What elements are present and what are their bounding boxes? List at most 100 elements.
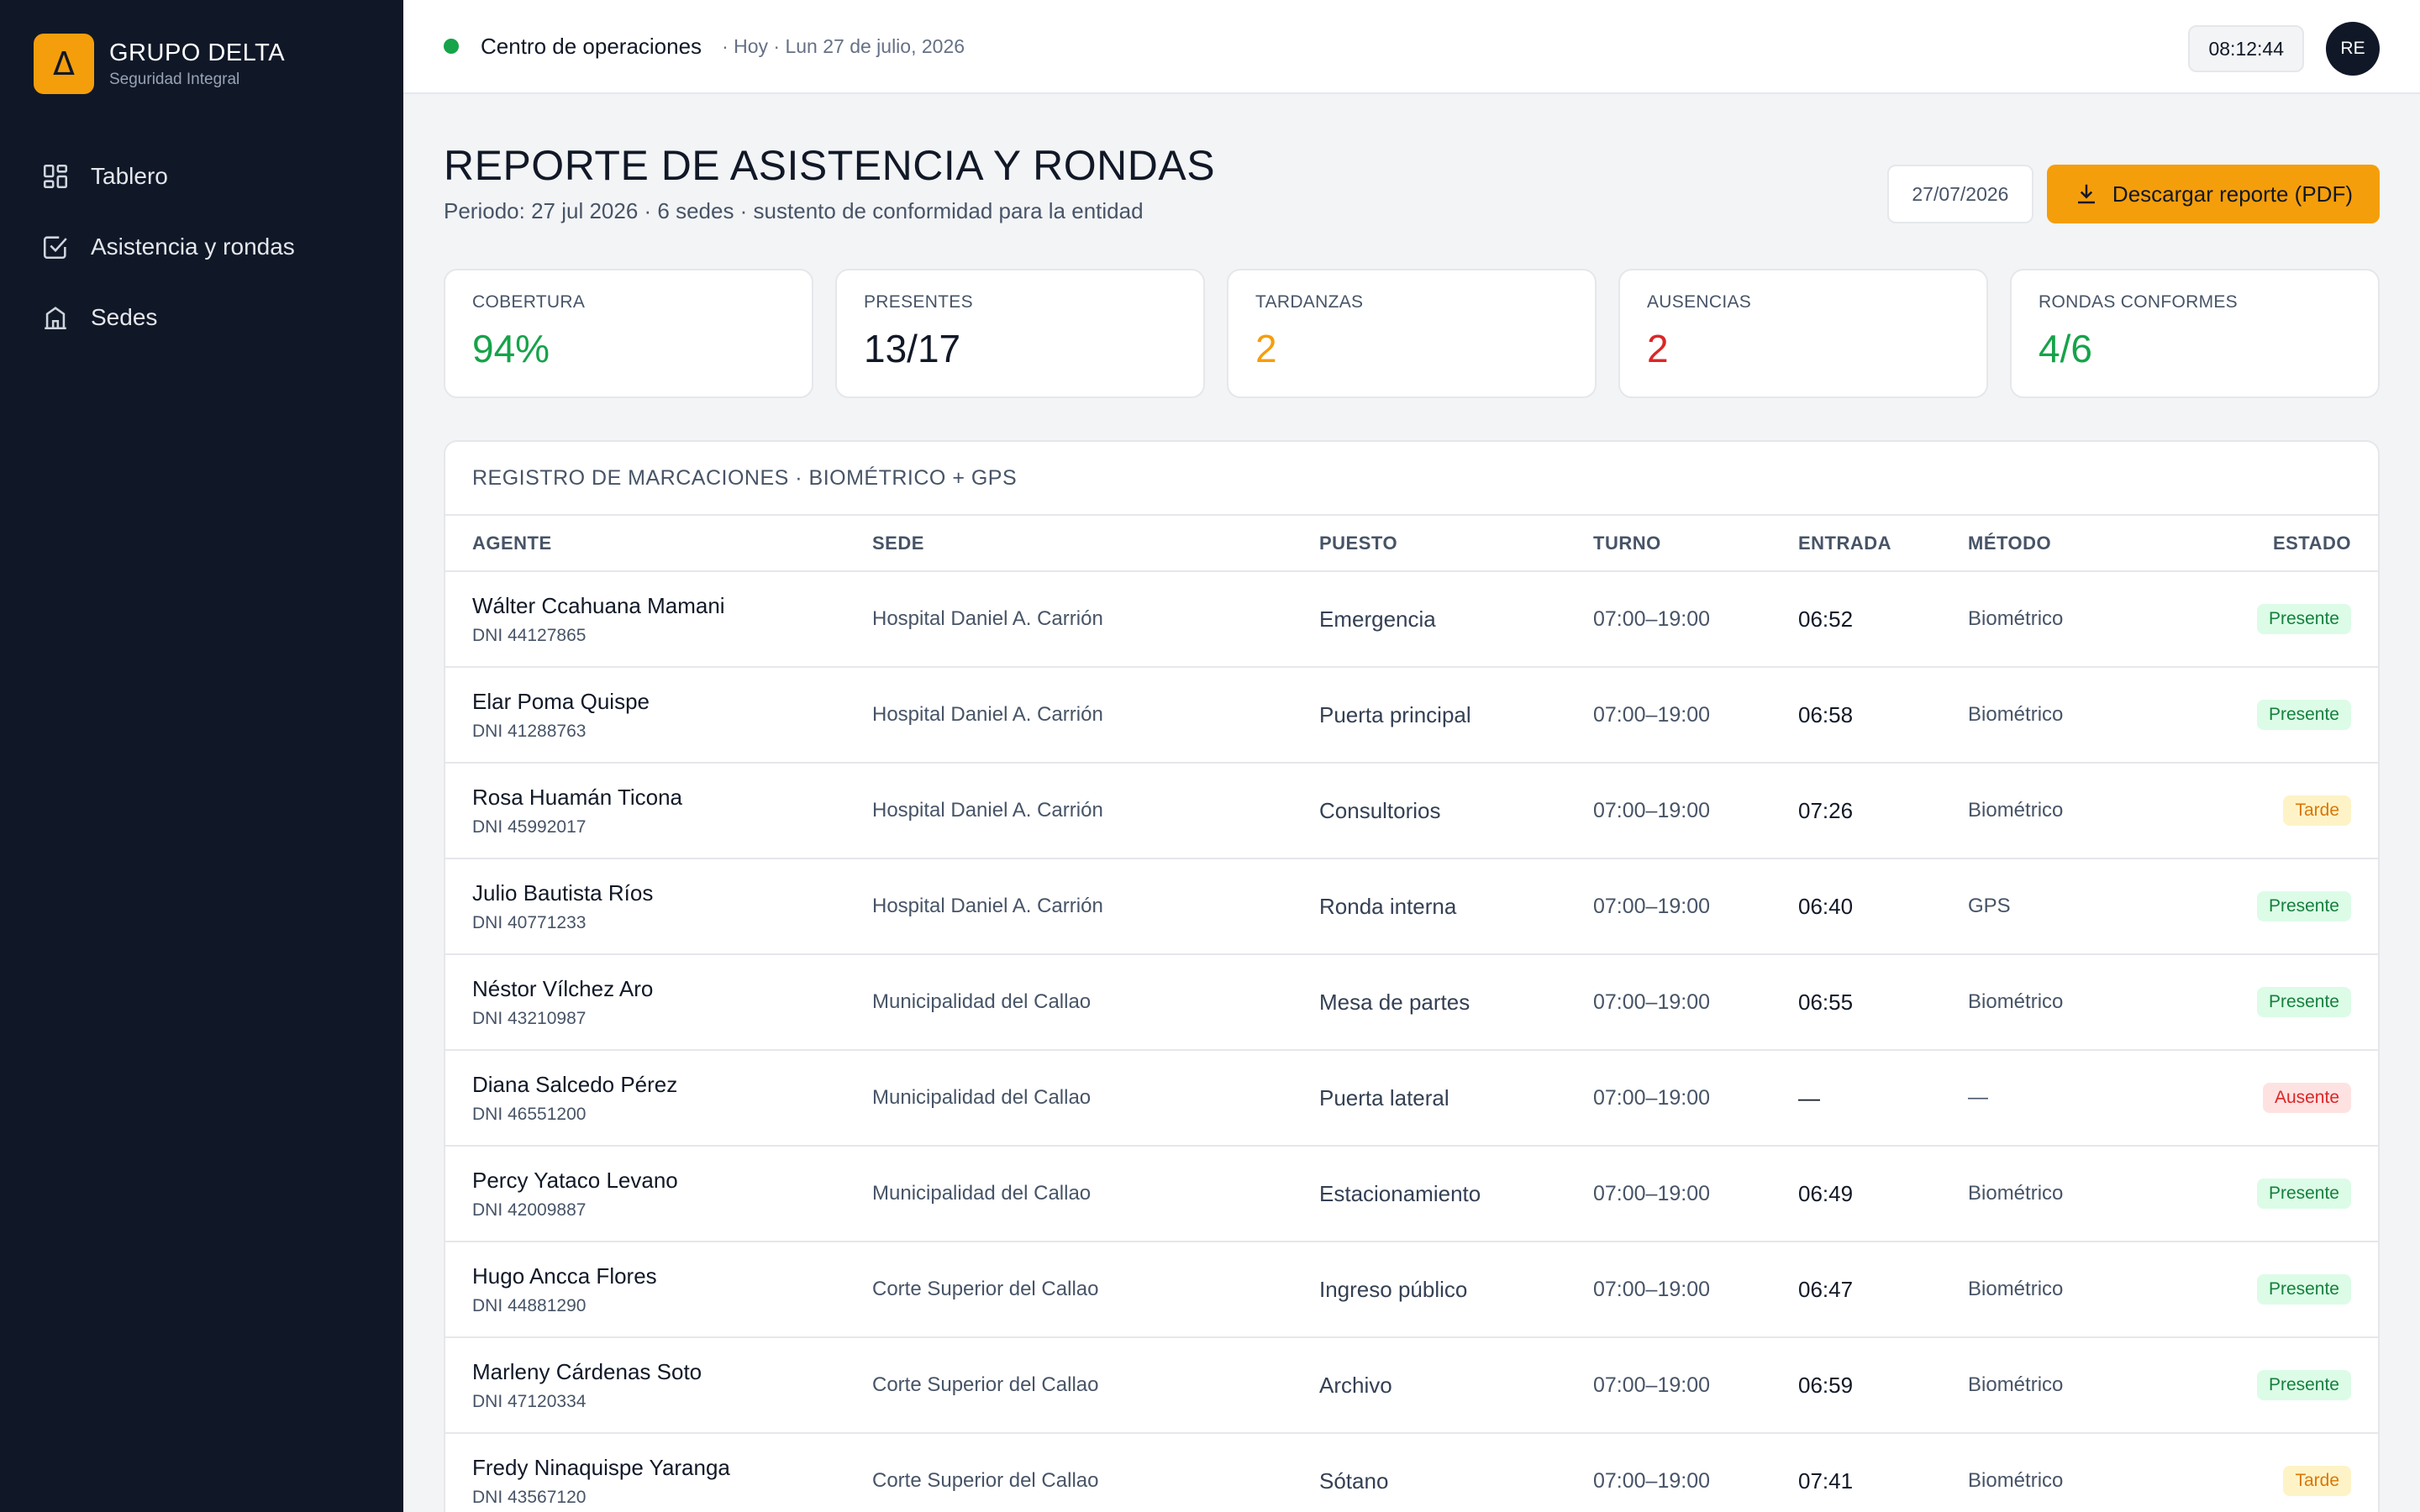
- date-picker[interactable]: 27/07/2026: [1886, 165, 2033, 223]
- table-row[interactable]: Marleny Cárdenas Soto DNI 47120334 Corte S…: [445, 1337, 2378, 1434]
- column-header-turno[interactable]: TURNO: [1593, 516, 1798, 572]
- turno-cell: 07:00–19:00: [1593, 1050, 1798, 1147]
- table-row[interactable]: Julio Bautista Ríos DNI 40771233 Hospital …: [445, 858, 2378, 955]
- turno-cell: 07:00–19:00: [1593, 858, 1798, 955]
- agent-name: Diana Salcedo Pérez: [472, 1071, 678, 1097]
- agent-cell: Fredy Ninaquispe Yaranga DNI 43567120: [445, 1433, 872, 1512]
- sidebar: Δ GRUPO DELTA Seguridad Integral Tablero…: [0, 0, 403, 1512]
- estado-cell: Presente: [2153, 1337, 2378, 1434]
- table-row[interactable]: Percy Yataco Levano DNI 42009887 Municipal…: [445, 1146, 2378, 1242]
- agent-name: Wálter Ccahuana Mamani: [472, 592, 725, 618]
- sede-cell: Municipalidad del Callao: [872, 1050, 1319, 1147]
- topbar-date: · Hoy · Lun 27 de julio, 2026: [722, 34, 965, 57]
- column-header-puesto[interactable]: PUESTO: [1319, 516, 1593, 572]
- agent-dni: DNI 44127865: [472, 625, 587, 645]
- clock: 08:12:44: [2188, 25, 2304, 72]
- kpi-label: RONDAS CONFORMES: [2039, 292, 2238, 312]
- sede-cell: Municipalidad del Callao: [872, 954, 1319, 1051]
- sidebar-nav: Tablero Asistencia y rondas Sedes: [0, 141, 403, 353]
- puesto-cell: Ingreso público: [1319, 1242, 1593, 1338]
- estado-cell: Tarde: [2153, 1433, 2378, 1512]
- column-header-agente[interactable]: AGENTE: [445, 516, 872, 572]
- download-report-label: Descargar reporte (PDF): [2112, 181, 2353, 207]
- estado-cell: Tarde: [2153, 763, 2378, 859]
- registry-table: AGENTE SEDE PUESTO TURNO ENTRADA MÉTODO …: [445, 516, 2378, 1512]
- puesto-cell: Puerta principal: [1319, 667, 1593, 764]
- agent-name: Néstor Vílchez Aro: [472, 975, 654, 1001]
- agent-cell: Rosa Huamán Ticona DNI 45992017: [445, 763, 872, 859]
- column-header-entrada[interactable]: ENTRADA: [1798, 516, 1968, 572]
- page-subtitle: Periodo: 27 jul 2026 · 6 sedes · sustent…: [444, 198, 1144, 223]
- registry-title: REGISTRO DE MARCACIONES · BIOMÉTRICO + G…: [445, 442, 2378, 516]
- agent-dni: DNI 44881290: [472, 1295, 587, 1315]
- agent-dni: DNI 43210987: [472, 1008, 587, 1028]
- sidebar-item-tablero[interactable]: Tablero: [0, 141, 403, 212]
- puesto-cell: Consultorios: [1319, 763, 1593, 859]
- table-row[interactable]: Wálter Ccahuana Mamani DNI 44127865 Hospit…: [445, 571, 2378, 668]
- sede-cell: Hospital Daniel A. Carrión: [872, 667, 1319, 764]
- content: REPORTE DE ASISTENCIA Y RONDAS Periodo: …: [403, 94, 2420, 1512]
- table-row[interactable]: Rosa Huamán Ticona DNI 45992017 Hospital D…: [445, 763, 2378, 859]
- agent-cell: Wálter Ccahuana Mamani DNI 44127865: [445, 571, 872, 668]
- status-badge: Presente: [2256, 1179, 2351, 1209]
- sidebar-item-sedes[interactable]: Sedes: [0, 282, 403, 353]
- sidebar-item-asistencia[interactable]: Asistencia y rondas: [0, 212, 403, 282]
- page-title: REPORTE DE ASISTENCIA Y RONDAS: [444, 142, 1216, 189]
- agent-dni: DNI 47120334: [472, 1391, 587, 1411]
- column-header-metodo[interactable]: MÉTODO: [1968, 516, 2154, 572]
- agent-dni: DNI 43567120: [472, 1487, 587, 1507]
- grid-icon: [40, 161, 71, 192]
- topbar-title: Centro de operaciones: [481, 33, 702, 59]
- table-header-row: AGENTE SEDE PUESTO TURNO ENTRADA MÉTODO …: [445, 516, 2378, 572]
- table-row[interactable]: Fredy Ninaquispe Yaranga DNI 43567120 Cort…: [445, 1433, 2378, 1512]
- sede-cell: Hospital Daniel A. Carrión: [872, 571, 1319, 668]
- column-header-sede[interactable]: SEDE: [872, 516, 1319, 572]
- kpi-label: COBERTURA: [472, 292, 586, 312]
- agent-name: Fredy Ninaquispe Yaranga: [472, 1454, 730, 1480]
- agent-name: Marleny Cárdenas Soto: [472, 1358, 702, 1384]
- entrada-cell: 06:55: [1798, 954, 1968, 1051]
- entrada-cell: 06:49: [1798, 1146, 1968, 1242]
- topbar: Centro de operaciones · Hoy · Lun 27 de …: [403, 0, 2420, 94]
- registry-card: REGISTRO DE MARCACIONES · BIOMÉTRICO + G…: [444, 440, 2380, 1512]
- estado-cell: Presente: [2153, 1146, 2378, 1242]
- status-badge: Ausente: [2262, 1083, 2351, 1113]
- kpi-value: 94%: [472, 327, 550, 370]
- table-row[interactable]: Diana Salcedo Pérez DNI 46551200 Municipal…: [445, 1050, 2378, 1147]
- metodo-cell: Biométrico: [1968, 954, 2154, 1051]
- estado-cell: Presente: [2153, 954, 2378, 1051]
- sede-cell: Corte Superior del Callao: [872, 1242, 1319, 1338]
- column-header-estado[interactable]: ESTADO: [2153, 516, 2378, 572]
- kpi-ausencias: AUSENCIAS 2: [1618, 269, 1988, 398]
- brand-name: GRUPO DELTA: [109, 39, 286, 66]
- kpi-label: AUSENCIAS: [1647, 292, 1752, 312]
- agent-dni: DNI 40771233: [472, 912, 587, 932]
- entrada-cell: 06:59: [1798, 1337, 1968, 1434]
- turno-cell: 07:00–19:00: [1593, 763, 1798, 859]
- turno-cell: 07:00–19:00: [1593, 1146, 1798, 1242]
- table-row[interactable]: Hugo Ancca Flores DNI 44881290 Corte Super…: [445, 1242, 2378, 1338]
- brand: Δ GRUPO DELTA Seguridad Integral: [0, 34, 403, 94]
- entrada-cell: 07:26: [1798, 763, 1968, 859]
- puesto-cell: Archivo: [1319, 1337, 1593, 1434]
- page-header: REPORTE DE ASISTENCIA Y RONDAS Periodo: …: [444, 141, 2380, 225]
- table-row[interactable]: Elar Poma Quispe DNI 41288763 Hospital Dan…: [445, 667, 2378, 764]
- puesto-cell: Ronda interna: [1319, 858, 1593, 955]
- kpi-tardanzas: TARDANZAS 2: [1227, 269, 1597, 398]
- avatar[interactable]: RE: [2326, 22, 2380, 76]
- download-report-button[interactable]: Descargar reporte (PDF): [2046, 165, 2380, 223]
- puesto-cell: Emergencia: [1319, 571, 1593, 668]
- sede-cell: Hospital Daniel A. Carrión: [872, 763, 1319, 859]
- turno-cell: 07:00–19:00: [1593, 667, 1798, 764]
- kpi-value: 2: [1255, 327, 1277, 370]
- status-badge: Presente: [2256, 987, 2351, 1017]
- table-row[interactable]: Néstor Vílchez Aro DNI 43210987 Municipali…: [445, 954, 2378, 1051]
- metodo-cell: Biométrico: [1968, 1337, 2154, 1434]
- agent-dni: DNI 41288763: [472, 721, 587, 741]
- status-badge: Presente: [2256, 1370, 2351, 1400]
- header-actions: 27/07/2026 Descargar reporte (PDF): [1886, 165, 2380, 223]
- metodo-cell: —: [1968, 1050, 2154, 1147]
- metodo-cell: Biométrico: [1968, 763, 2154, 859]
- estado-cell: Presente: [2153, 858, 2378, 955]
- download-icon: [2077, 184, 2095, 204]
